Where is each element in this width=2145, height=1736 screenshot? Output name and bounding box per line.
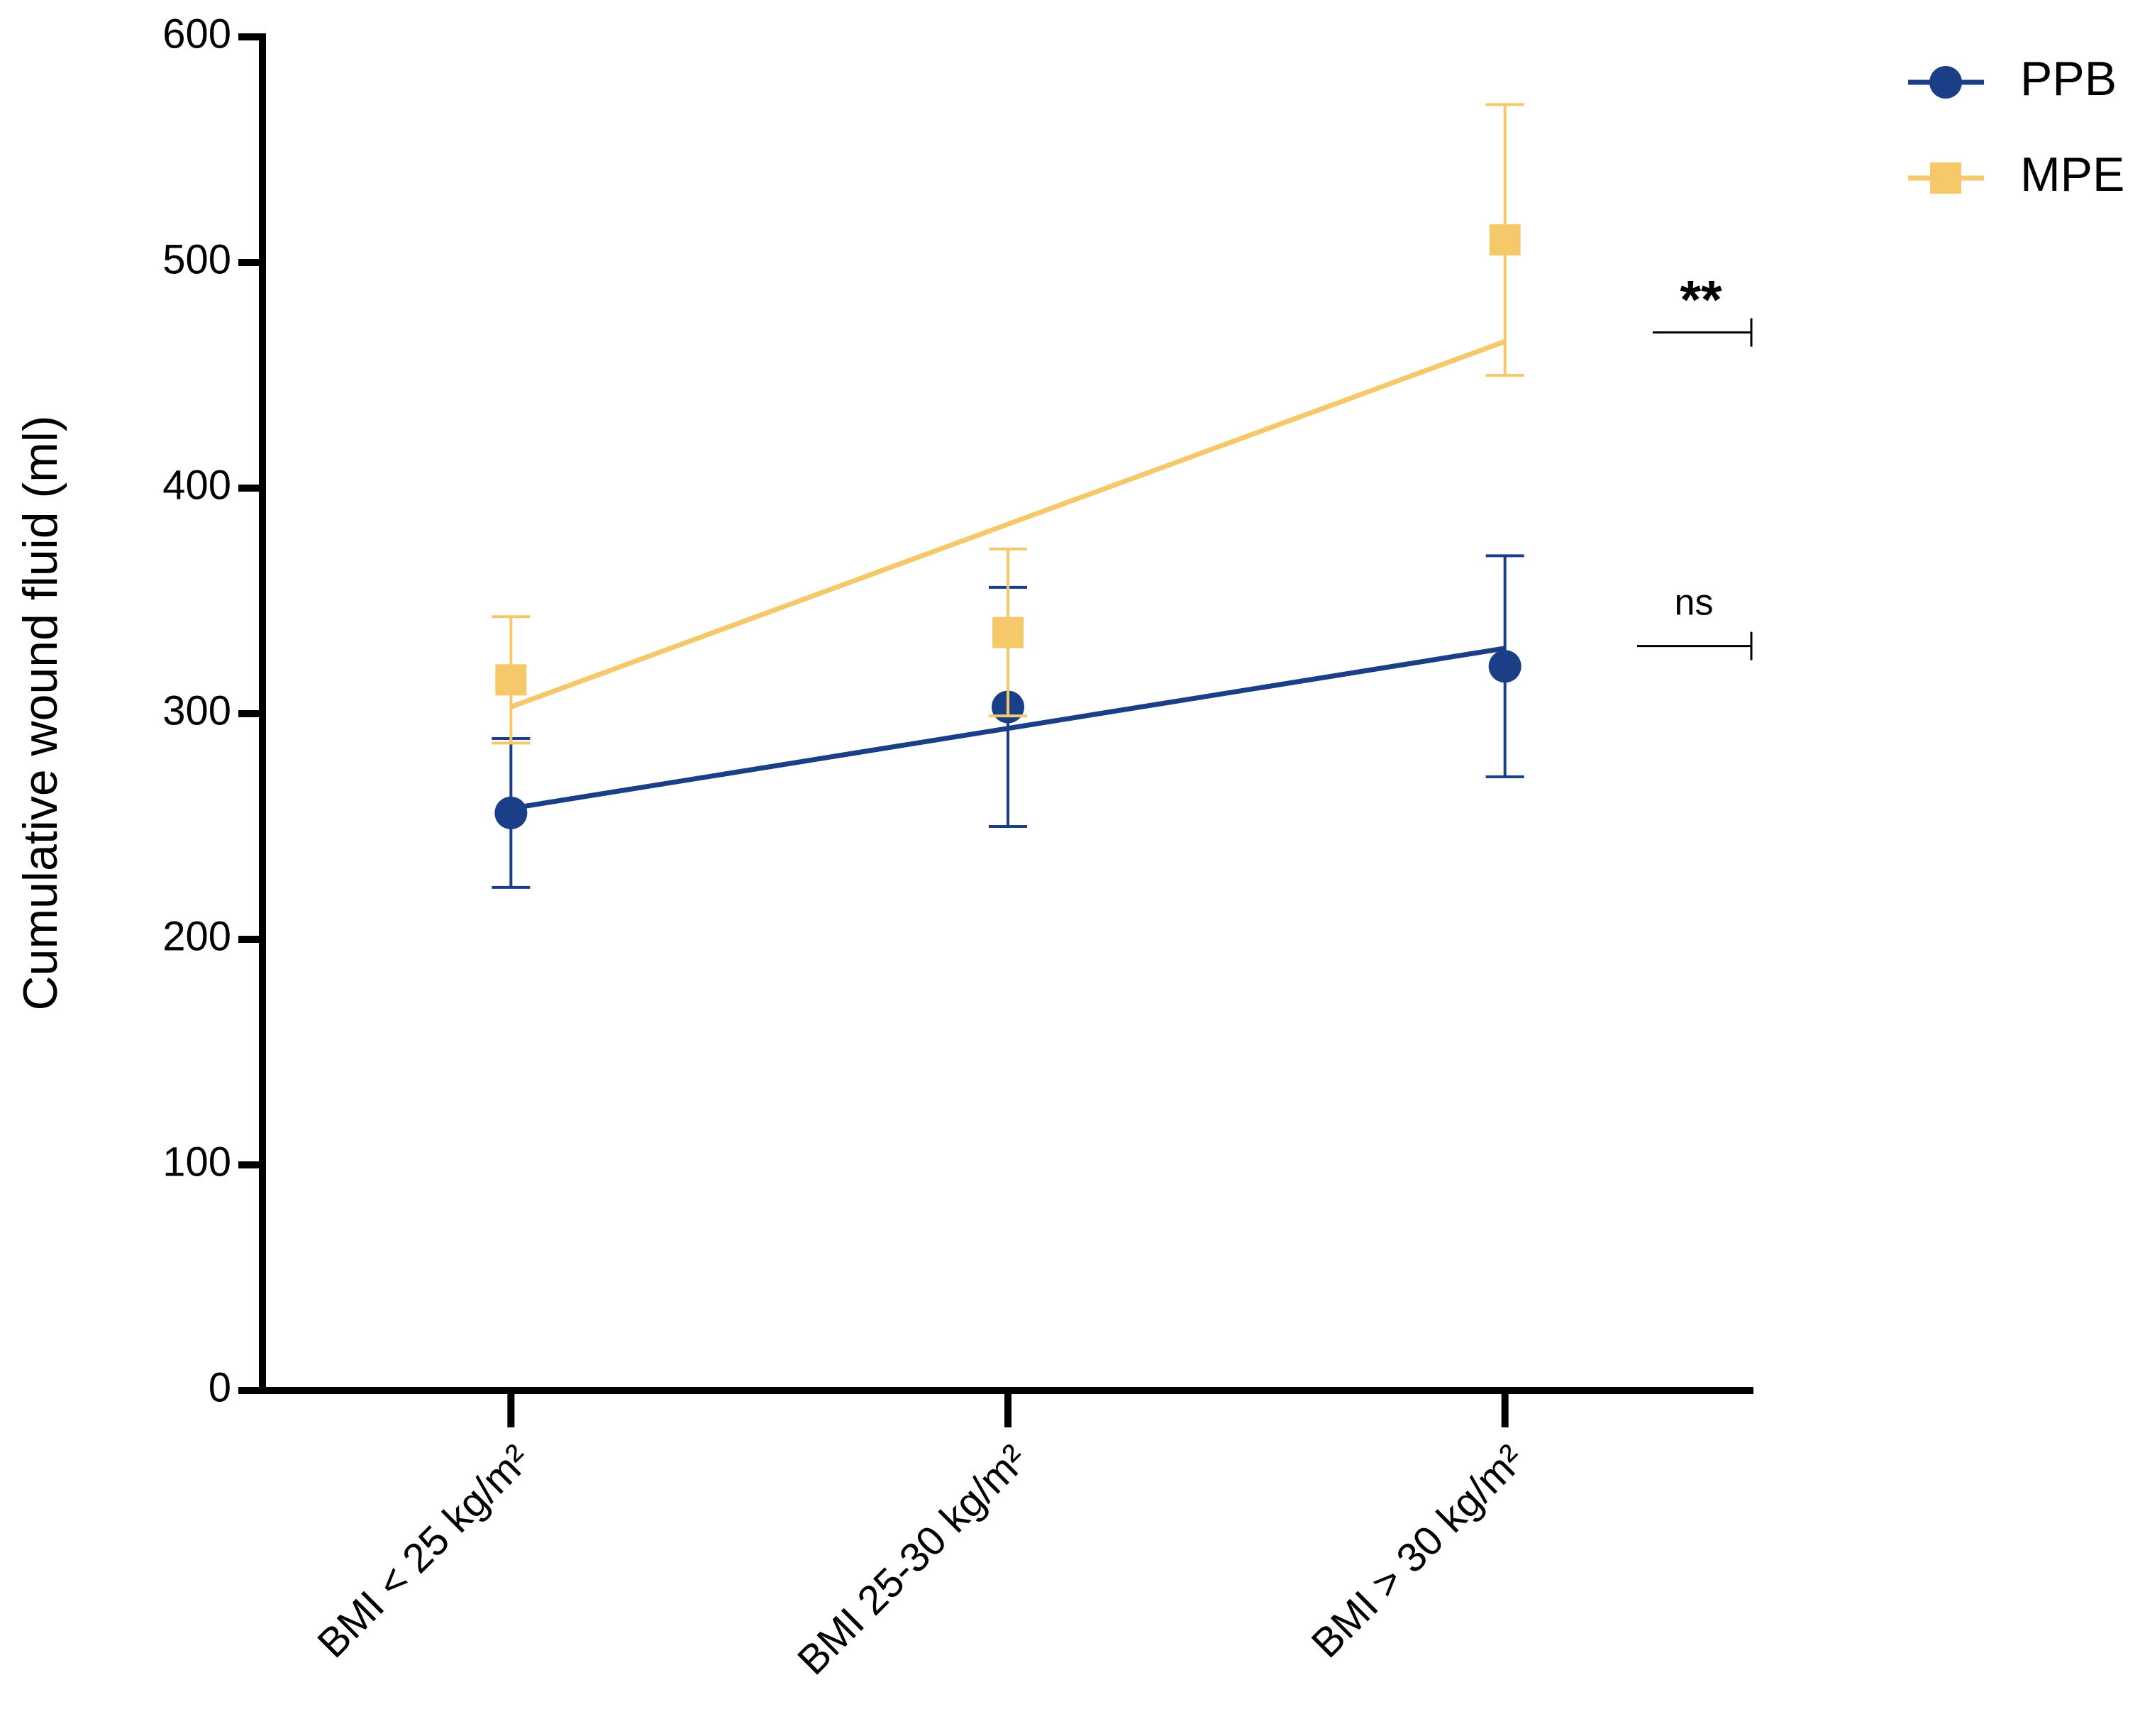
significance-label: ns xyxy=(1675,582,1714,623)
y-tick-label: 500 xyxy=(162,236,231,282)
legend-marker xyxy=(1929,66,1962,99)
legend-marker xyxy=(1930,162,1961,194)
marker xyxy=(494,796,528,829)
marker xyxy=(992,617,1024,648)
marker xyxy=(1488,650,1522,683)
y-tick-label: 600 xyxy=(162,11,231,57)
y-tick-label: 0 xyxy=(209,1364,231,1410)
y-tick-label: 400 xyxy=(162,462,231,508)
legend-label: PPB xyxy=(2020,52,2117,106)
trend-line xyxy=(510,339,1506,709)
x-tick-label: BMI > 30 kg/m² xyxy=(1303,1436,1534,1666)
x-tick-label: BMI 25-30 kg/m² xyxy=(789,1436,1036,1684)
marker xyxy=(495,664,527,696)
y-tick-label: 300 xyxy=(162,687,231,734)
significance-label: ** xyxy=(1680,270,1722,331)
y-axis-title: Cumulative wound fluid (ml) xyxy=(13,416,67,1011)
y-tick-label: 200 xyxy=(162,913,231,959)
x-tick-label: BMI < 25 kg/m² xyxy=(309,1436,539,1666)
y-tick-label: 100 xyxy=(162,1139,231,1185)
legend-label: MPE xyxy=(2020,148,2124,201)
marker xyxy=(1489,224,1521,256)
